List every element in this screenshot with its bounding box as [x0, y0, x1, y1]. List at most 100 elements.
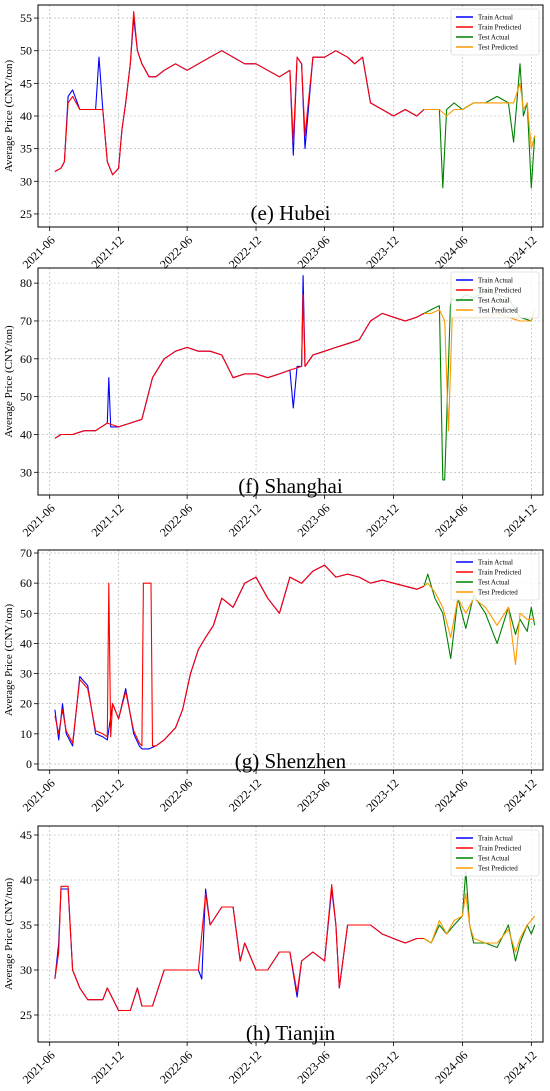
plot-frame	[37, 4, 544, 228]
x-tick-label: 2023-12	[363, 233, 401, 271]
series-line-train-actual	[54, 275, 425, 439]
series-line-test-predicted	[423, 582, 535, 666]
x-tick-label: 2024-06	[432, 1048, 470, 1086]
legend-entry: Test Actual	[478, 297, 510, 305]
legend-entry: Train Predicted	[478, 24, 522, 32]
y-tick-label: 30	[20, 174, 32, 188]
x-tick-label: 2022-12	[226, 233, 264, 271]
panel-title: (e) Hubei	[251, 201, 331, 225]
y-tick-label: 45	[20, 76, 32, 90]
y-tick-label: 50	[20, 606, 32, 620]
series-line-train-predicted	[54, 10, 425, 176]
y-axis-label: Average Price (CNY/ton)	[3, 325, 15, 438]
legend-entry: Test Actual	[478, 855, 510, 863]
chart-panel-4: 25 30 35 40 45 2021-06 2021-12 2022-06 2022-12 20…	[3, 825, 544, 1086]
x-tick-label: 2021-12	[88, 233, 126, 271]
series-line-test-predicted	[424, 82, 536, 150]
x-tick-label: 2022-12	[226, 501, 264, 539]
legend-entry: Test Predicted	[478, 307, 518, 315]
legend-box	[450, 271, 540, 319]
chart-panel-1: 25 30 35 40 45 50 55 2021-06 2021-12 2022-06 2022-…	[3, 4, 544, 271]
y-tick-label: 70	[20, 546, 32, 560]
legend-box	[450, 8, 540, 56]
x-tick-label: 2024-06	[432, 233, 470, 271]
x-tick-label: 2021-12	[88, 776, 126, 814]
panel-title: (h) Tianjin	[246, 1021, 336, 1045]
plot-frame	[37, 267, 544, 496]
y-tick-label: 40	[20, 636, 32, 650]
series-group	[54, 564, 536, 750]
y-tick-label: 30	[20, 667, 32, 681]
x-tick-label: 2022-06	[157, 1048, 195, 1086]
x-tick-label: 2024-12	[501, 501, 539, 539]
y-tick-label: 10	[20, 727, 32, 741]
y-tick-label: 60	[20, 576, 32, 590]
y-tick-label: 30	[20, 963, 32, 977]
x-tick-label: 2021-06	[20, 233, 58, 271]
legend-entry: Train Actual	[478, 559, 513, 567]
legend-entry: Train Predicted	[478, 569, 522, 577]
y-tick-label: 40	[20, 873, 32, 887]
x-tick-label: 2022-12	[226, 776, 264, 814]
y-tick-label: 30	[20, 465, 32, 479]
x-tick-label: 2024-06	[432, 501, 470, 539]
legend-entry: Test Actual	[478, 579, 510, 587]
plot-frame	[37, 549, 544, 771]
legend-entry: Train Predicted	[478, 845, 522, 853]
legend: Train Actual Train Predicted Test Actual Te…	[450, 8, 540, 56]
legend: Train Actual Train Predicted Test Actual Te…	[450, 271, 540, 319]
y-tick-label: 40	[20, 109, 32, 123]
x-tick-label: 2023-06	[294, 233, 332, 271]
series-line-train-actual	[54, 888, 424, 1012]
x-tick-label: 2022-12	[226, 1048, 264, 1086]
legend-box	[450, 829, 540, 877]
x-tick-label: 2021-06	[20, 1048, 58, 1086]
x-tick-label: 2021-06	[20, 776, 58, 814]
series-line-test-actual	[423, 290, 536, 481]
y-tick-label: 50	[20, 44, 32, 58]
y-tick-label: 45	[20, 828, 32, 842]
legend: Train Actual Train Predicted Test Actual Te…	[450, 553, 540, 601]
legend-entry: Test Predicted	[478, 865, 518, 873]
series-line-train-predicted	[54, 883, 424, 1012]
x-tick-label: 2022-06	[157, 233, 195, 271]
legend-entry: Test Actual	[478, 34, 510, 42]
x-tick-label: 2024-12	[501, 233, 539, 271]
series-line-train-predicted	[54, 564, 425, 747]
y-tick-label: 0	[26, 757, 32, 771]
chart-panel-3: 0 10 20 30 40 50 60 70 2021-06 2021-12 2022-06 2022…	[3, 546, 544, 814]
legend-entry: Test Predicted	[478, 44, 518, 52]
legend-entry: Train Actual	[478, 835, 513, 843]
plot-frame	[37, 825, 544, 1043]
series-line-test-predicted	[423, 892, 536, 953]
y-axis-label: Average Price (CNY/ton)	[3, 878, 15, 991]
y-tick-label: 55	[20, 11, 32, 25]
x-tick-label: 2023-12	[363, 1048, 401, 1086]
y-tick-label: 35	[20, 918, 32, 932]
legend-entry: Test Predicted	[478, 589, 518, 597]
y-tick-label: 25	[20, 1008, 32, 1022]
chart-panel-2: 30 40 50 60 70 80 2021-06 2021-12 2022-06 2022-12…	[3, 267, 544, 539]
x-tick-label: 2023-06	[294, 501, 332, 539]
y-tick-label: 35	[20, 142, 32, 156]
x-tick-label: 2022-06	[157, 501, 195, 539]
x-tick-label: 2024-12	[501, 776, 539, 814]
x-tick-label: 2024-12	[501, 1048, 539, 1086]
y-tick-label: 70	[20, 314, 32, 328]
x-tick-label: 2021-12	[88, 1048, 126, 1086]
y-tick-label: 80	[20, 276, 32, 290]
series-line-test-actual	[424, 63, 536, 189]
x-tick-label: 2023-06	[294, 1048, 332, 1086]
series-line-test-actual	[423, 870, 536, 962]
x-tick-label: 2023-12	[363, 776, 401, 814]
panel-title: (g) Shenzhen	[235, 749, 347, 773]
x-tick-label: 2024-06	[432, 776, 470, 814]
panel-title: (f) Shanghai	[238, 474, 343, 498]
legend-entry: Train Predicted	[478, 287, 522, 295]
y-tick-label: 50	[20, 390, 32, 404]
series-group	[54, 10, 536, 189]
x-tick-label: 2022-06	[157, 776, 195, 814]
x-tick-label: 2021-12	[88, 501, 126, 539]
